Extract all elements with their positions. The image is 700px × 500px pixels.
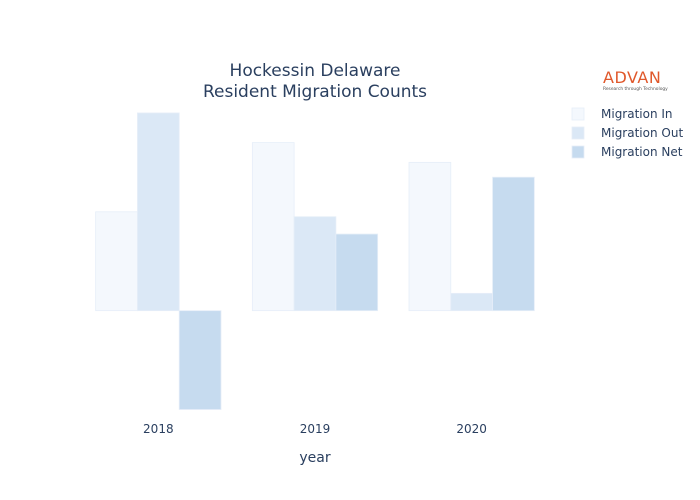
x-tick-label-2019: 2019 xyxy=(300,422,331,436)
bar-migration-out-2019 xyxy=(293,216,337,312)
legend-label: Migration Out xyxy=(601,126,683,140)
bar-migration-out-2018 xyxy=(137,112,180,312)
chart-title: Hockessin Delaware Resident Migration Co… xyxy=(203,61,427,102)
legend-item-migration-net[interactable]: Migration Net xyxy=(571,145,683,159)
bar-migration-net-2019 xyxy=(335,233,379,312)
bar-migration-net-2020 xyxy=(492,176,535,312)
x-axis-ticks: 2018 2019 2020 xyxy=(143,422,487,436)
bar-migration-in-2018 xyxy=(95,211,138,312)
legend-swatch xyxy=(571,126,585,140)
legend-swatch xyxy=(571,107,585,121)
legend-label: Migration Net xyxy=(601,145,683,159)
x-tick-label-2018: 2018 xyxy=(143,422,174,436)
legend-item-migration-out[interactable]: Migration Out xyxy=(571,126,683,140)
advan-logo: ADVAN Research through Technology xyxy=(603,68,668,92)
x-tick-label-2020: 2020 xyxy=(456,422,487,436)
bar-migration-out-2020 xyxy=(450,292,493,312)
bar-migration-in-2019 xyxy=(251,142,295,312)
logo-tagline: Research through Technology xyxy=(603,86,668,92)
bar-migration-net-2018 xyxy=(178,310,222,410)
logo-wordmark: ADVAN xyxy=(603,68,661,87)
legend: Migration In Migration Out Migration Net xyxy=(571,107,683,159)
x-axis-title: year xyxy=(299,450,330,466)
chart-title-line-2: Resident Migration Counts xyxy=(203,82,427,102)
legend-swatch xyxy=(571,145,585,159)
bar-migration-in-2020 xyxy=(408,161,452,312)
bars-layer xyxy=(95,112,535,410)
chart-title-line-1: Hockessin Delaware xyxy=(230,61,401,81)
legend-item-migration-in[interactable]: Migration In xyxy=(571,107,673,121)
legend-label: Migration In xyxy=(601,107,673,121)
